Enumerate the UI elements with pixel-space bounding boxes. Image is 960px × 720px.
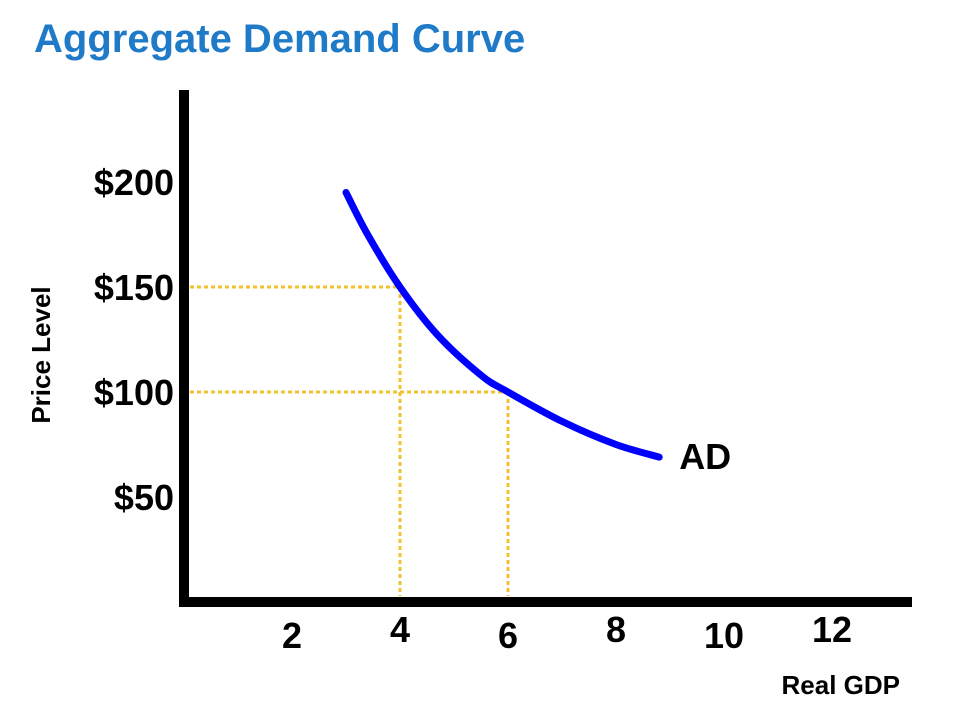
y-axis-label: Price Level — [26, 286, 56, 423]
ad-curve — [342, 189, 663, 461]
x-tick-label: 6 — [498, 615, 518, 656]
x-tick-label: 12 — [812, 609, 852, 650]
x-tick-label: 4 — [390, 609, 410, 650]
x-tick-label: 8 — [606, 609, 626, 650]
x-tick-label: 10 — [704, 615, 744, 656]
series-label-ad: AD — [679, 436, 731, 477]
x-axis-label: Real GDP — [782, 670, 901, 700]
series-layer: AD — [342, 189, 731, 477]
x-tick-label: 2 — [282, 615, 302, 656]
guide-lines — [190, 285, 510, 596]
y-tick-label: $150 — [94, 267, 174, 308]
axes — [179, 90, 912, 607]
chart-title: Aggregate Demand Curve — [34, 17, 525, 61]
tick-labels: 2 4 6 8 10 12 $50 $100 $150 $200 — [94, 162, 852, 656]
y-tick-label: $100 — [94, 372, 174, 413]
y-tick-label: $50 — [114, 477, 174, 518]
y-tick-label: $200 — [94, 162, 174, 203]
